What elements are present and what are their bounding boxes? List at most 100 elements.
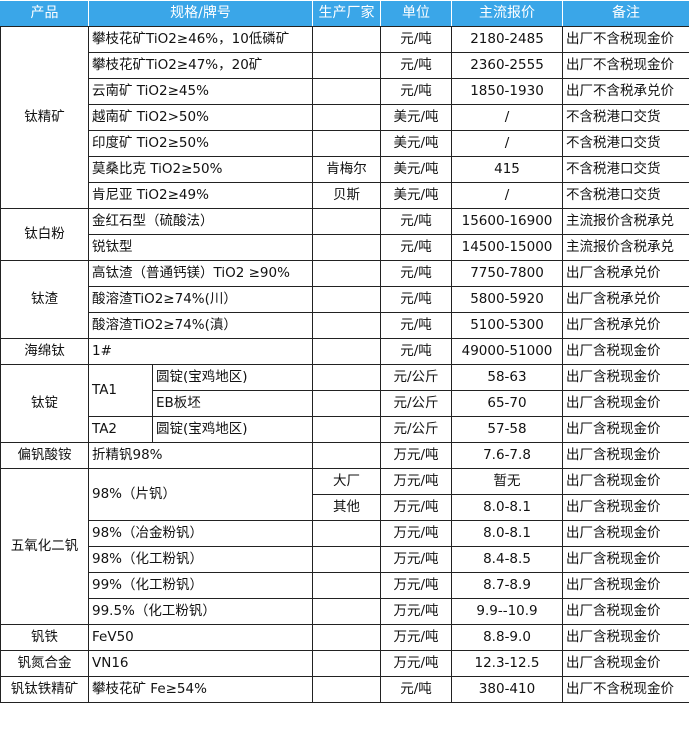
price-cell: 2360-2555	[451, 52, 563, 79]
note-cell: 出厂不含税现金价	[562, 52, 689, 79]
price-cell: 58-63	[451, 364, 563, 391]
table-row: 钒铁 FeV50 万元/吨 8.8-9.0 出厂含税现金价	[0, 624, 689, 651]
note-cell: 出厂含税现金价	[562, 520, 689, 547]
spec-cell: 98%（冶金粉钒）	[88, 520, 313, 547]
table-row: 越南矿 TiO2>50% 美元/吨 / 不含税港口交货	[1, 104, 689, 131]
unit-cell: 万元/吨	[380, 442, 452, 469]
spec-cell: VN16	[88, 650, 313, 677]
price-cell: 14500-15000	[451, 234, 563, 261]
maker-cell	[312, 676, 381, 703]
unit-cell: 万元/吨	[380, 572, 452, 599]
unit-cell: 美元/吨	[380, 182, 452, 209]
spec-cell: 高钛渣（普通钙镁）TiO2 ≥90%	[88, 260, 313, 287]
product-cell: 钒氮合金	[0, 650, 89, 677]
header-note: 备注	[562, 0, 689, 27]
unit-cell: 万元/吨	[380, 624, 452, 651]
maker-cell	[312, 520, 381, 547]
maker-cell	[312, 104, 381, 131]
product-cell: 偏钒酸铵	[0, 442, 89, 469]
price-cell: 9.9--10.9	[451, 598, 563, 625]
price-cell: /	[451, 104, 563, 131]
price-cell: /	[451, 130, 563, 157]
unit-cell: 万元/吨	[380, 598, 452, 625]
maker-cell	[312, 416, 381, 443]
note-cell: 出厂不含税现金价	[562, 676, 689, 703]
header-row: 产品 规格/牌号 生产厂家 单位 主流报价 备注	[0, 0, 689, 27]
spec-cell: 1#	[88, 338, 313, 365]
spec-cell: EB板坯	[152, 390, 313, 417]
unit-cell: 元/公斤	[380, 390, 452, 417]
unit-cell: 元/公斤	[380, 364, 452, 391]
table-row: 肯尼亚 TiO2≥49% 贝斯 美元/吨 / 不含税港口交货	[1, 182, 689, 209]
table-row: 钒钛铁精矿 攀枝花矿 Fe≥54% 元/吨 380-410 出厂不含税现金价	[0, 676, 689, 703]
unit-cell: 万元/吨	[380, 468, 452, 495]
table-row: 攀枝花矿TiO2≥47%，20矿 元/吨 2360-2555 出厂不含税现金价	[1, 52, 689, 79]
note-cell: 出厂含税现金价	[562, 442, 689, 469]
note-cell: 出厂含税现金价	[562, 494, 689, 521]
spec-cell: 99%（化工粉钒）	[88, 572, 313, 599]
table-row: 酸溶渣TiO2≥74%(滇） 元/吨 5100-5300 出厂含税承兑价	[1, 312, 689, 339]
spec-cell: 金红石型（硫酸法）	[88, 208, 313, 235]
note-cell: 出厂含税现金价	[562, 572, 689, 599]
spec-cell: 圆锭(宝鸡地区)	[152, 416, 313, 443]
product-cell: 钛锭	[0, 364, 89, 443]
product-cell: 钒铁	[0, 624, 89, 651]
unit-cell: 元/吨	[380, 676, 452, 703]
spec-cell: 越南矿 TiO2>50%	[88, 104, 313, 131]
spec-cell: 锐钛型	[88, 234, 313, 261]
unit-cell: 元/吨	[380, 260, 452, 287]
note-cell: 出厂含税现金价	[562, 624, 689, 651]
maker-cell: 其他	[312, 494, 381, 521]
price-cell: 暂无	[451, 468, 563, 495]
note-cell: 出厂含税承兑价	[562, 312, 689, 339]
table-row: 钛锭 TA1 圆锭(宝鸡地区) 元/公斤 58-63 出厂含税现金价	[0, 364, 689, 443]
product-cell: 海绵钛	[0, 338, 89, 365]
note-cell: 出厂含税现金价	[562, 598, 689, 625]
maker-cell	[312, 650, 381, 677]
note-cell: 不含税港口交货	[562, 182, 689, 209]
maker-cell	[312, 312, 381, 339]
unit-cell: 元/吨	[380, 286, 452, 313]
spec-cell: 肯尼亚 TiO2≥49%	[88, 182, 313, 209]
note-cell: 出厂含税现金价	[562, 338, 689, 365]
spec-cell: 折精钒98%	[88, 442, 313, 469]
note-cell: 不含税港口交货	[562, 156, 689, 183]
price-cell: 415	[451, 156, 563, 183]
maker-cell: 肯梅尔	[312, 156, 381, 183]
table-row: 五氧化二钒 98%（片钒） 大厂 万元/吨 暂无 出厂含税现金价	[0, 468, 689, 625]
unit-cell: 元/吨	[380, 208, 452, 235]
unit-cell: 万元/吨	[380, 520, 452, 547]
maker-cell	[312, 78, 381, 105]
maker-cell	[312, 364, 381, 391]
table-row: 海绵钛 1# 元/吨 49000-51000 出厂含税现金价	[0, 338, 689, 365]
header-unit: 单位	[380, 0, 452, 27]
spec-cell: FeV50	[88, 624, 313, 651]
spec-cell: 莫桑比克 TiO2≥50%	[88, 156, 313, 183]
unit-cell: 元/吨	[380, 52, 452, 79]
table-row: 锐钛型 元/吨 14500-15000 主流报价含税承兑	[1, 234, 689, 261]
spec-cell: 攀枝花矿TiO2≥46%，10低磷矿	[88, 26, 313, 53]
price-cell: 8.0-8.1	[451, 520, 563, 547]
price-cell: 1850-1930	[451, 78, 563, 105]
unit-cell: 元/吨	[380, 312, 452, 339]
note-cell: 出厂不含税现金价	[562, 26, 689, 53]
table-row: 钒氮合金 VN16 万元/吨 12.3-12.5 出厂含税现金价	[0, 650, 689, 677]
unit-cell: 万元/吨	[380, 650, 452, 677]
note-cell: 不含税港口交货	[562, 130, 689, 157]
maker-cell: 贝斯	[312, 182, 381, 209]
table-row: 99.5%（化工粉钒） 万元/吨 9.9--10.9 出厂含税现金价	[1, 598, 689, 625]
maker-cell	[312, 260, 381, 287]
spec-cell: 圆锭(宝鸡地区)	[152, 364, 313, 391]
maker-cell	[312, 338, 381, 365]
maker-cell	[312, 624, 381, 651]
table-row: TA2 圆锭(宝鸡地区) 元/公斤 57-58 出厂含税现金价	[1, 416, 689, 443]
price-cell: 8.4-8.5	[451, 546, 563, 573]
spec-cell: 98%（片钒）	[88, 468, 313, 521]
spec-cell: 酸溶渣TiO2≥74%(滇）	[88, 312, 313, 339]
note-cell: 出厂含税承兑价	[562, 286, 689, 313]
header-product: 产品	[0, 0, 89, 27]
maker-cell	[312, 598, 381, 625]
price-table: 产品 规格/牌号 生产厂家 单位 主流报价 备注 钛精矿 攀枝花矿TiO2≥46%…	[0, 0, 689, 703]
header-maker: 生产厂家	[312, 0, 381, 27]
unit-cell: 万元/吨	[380, 494, 452, 521]
